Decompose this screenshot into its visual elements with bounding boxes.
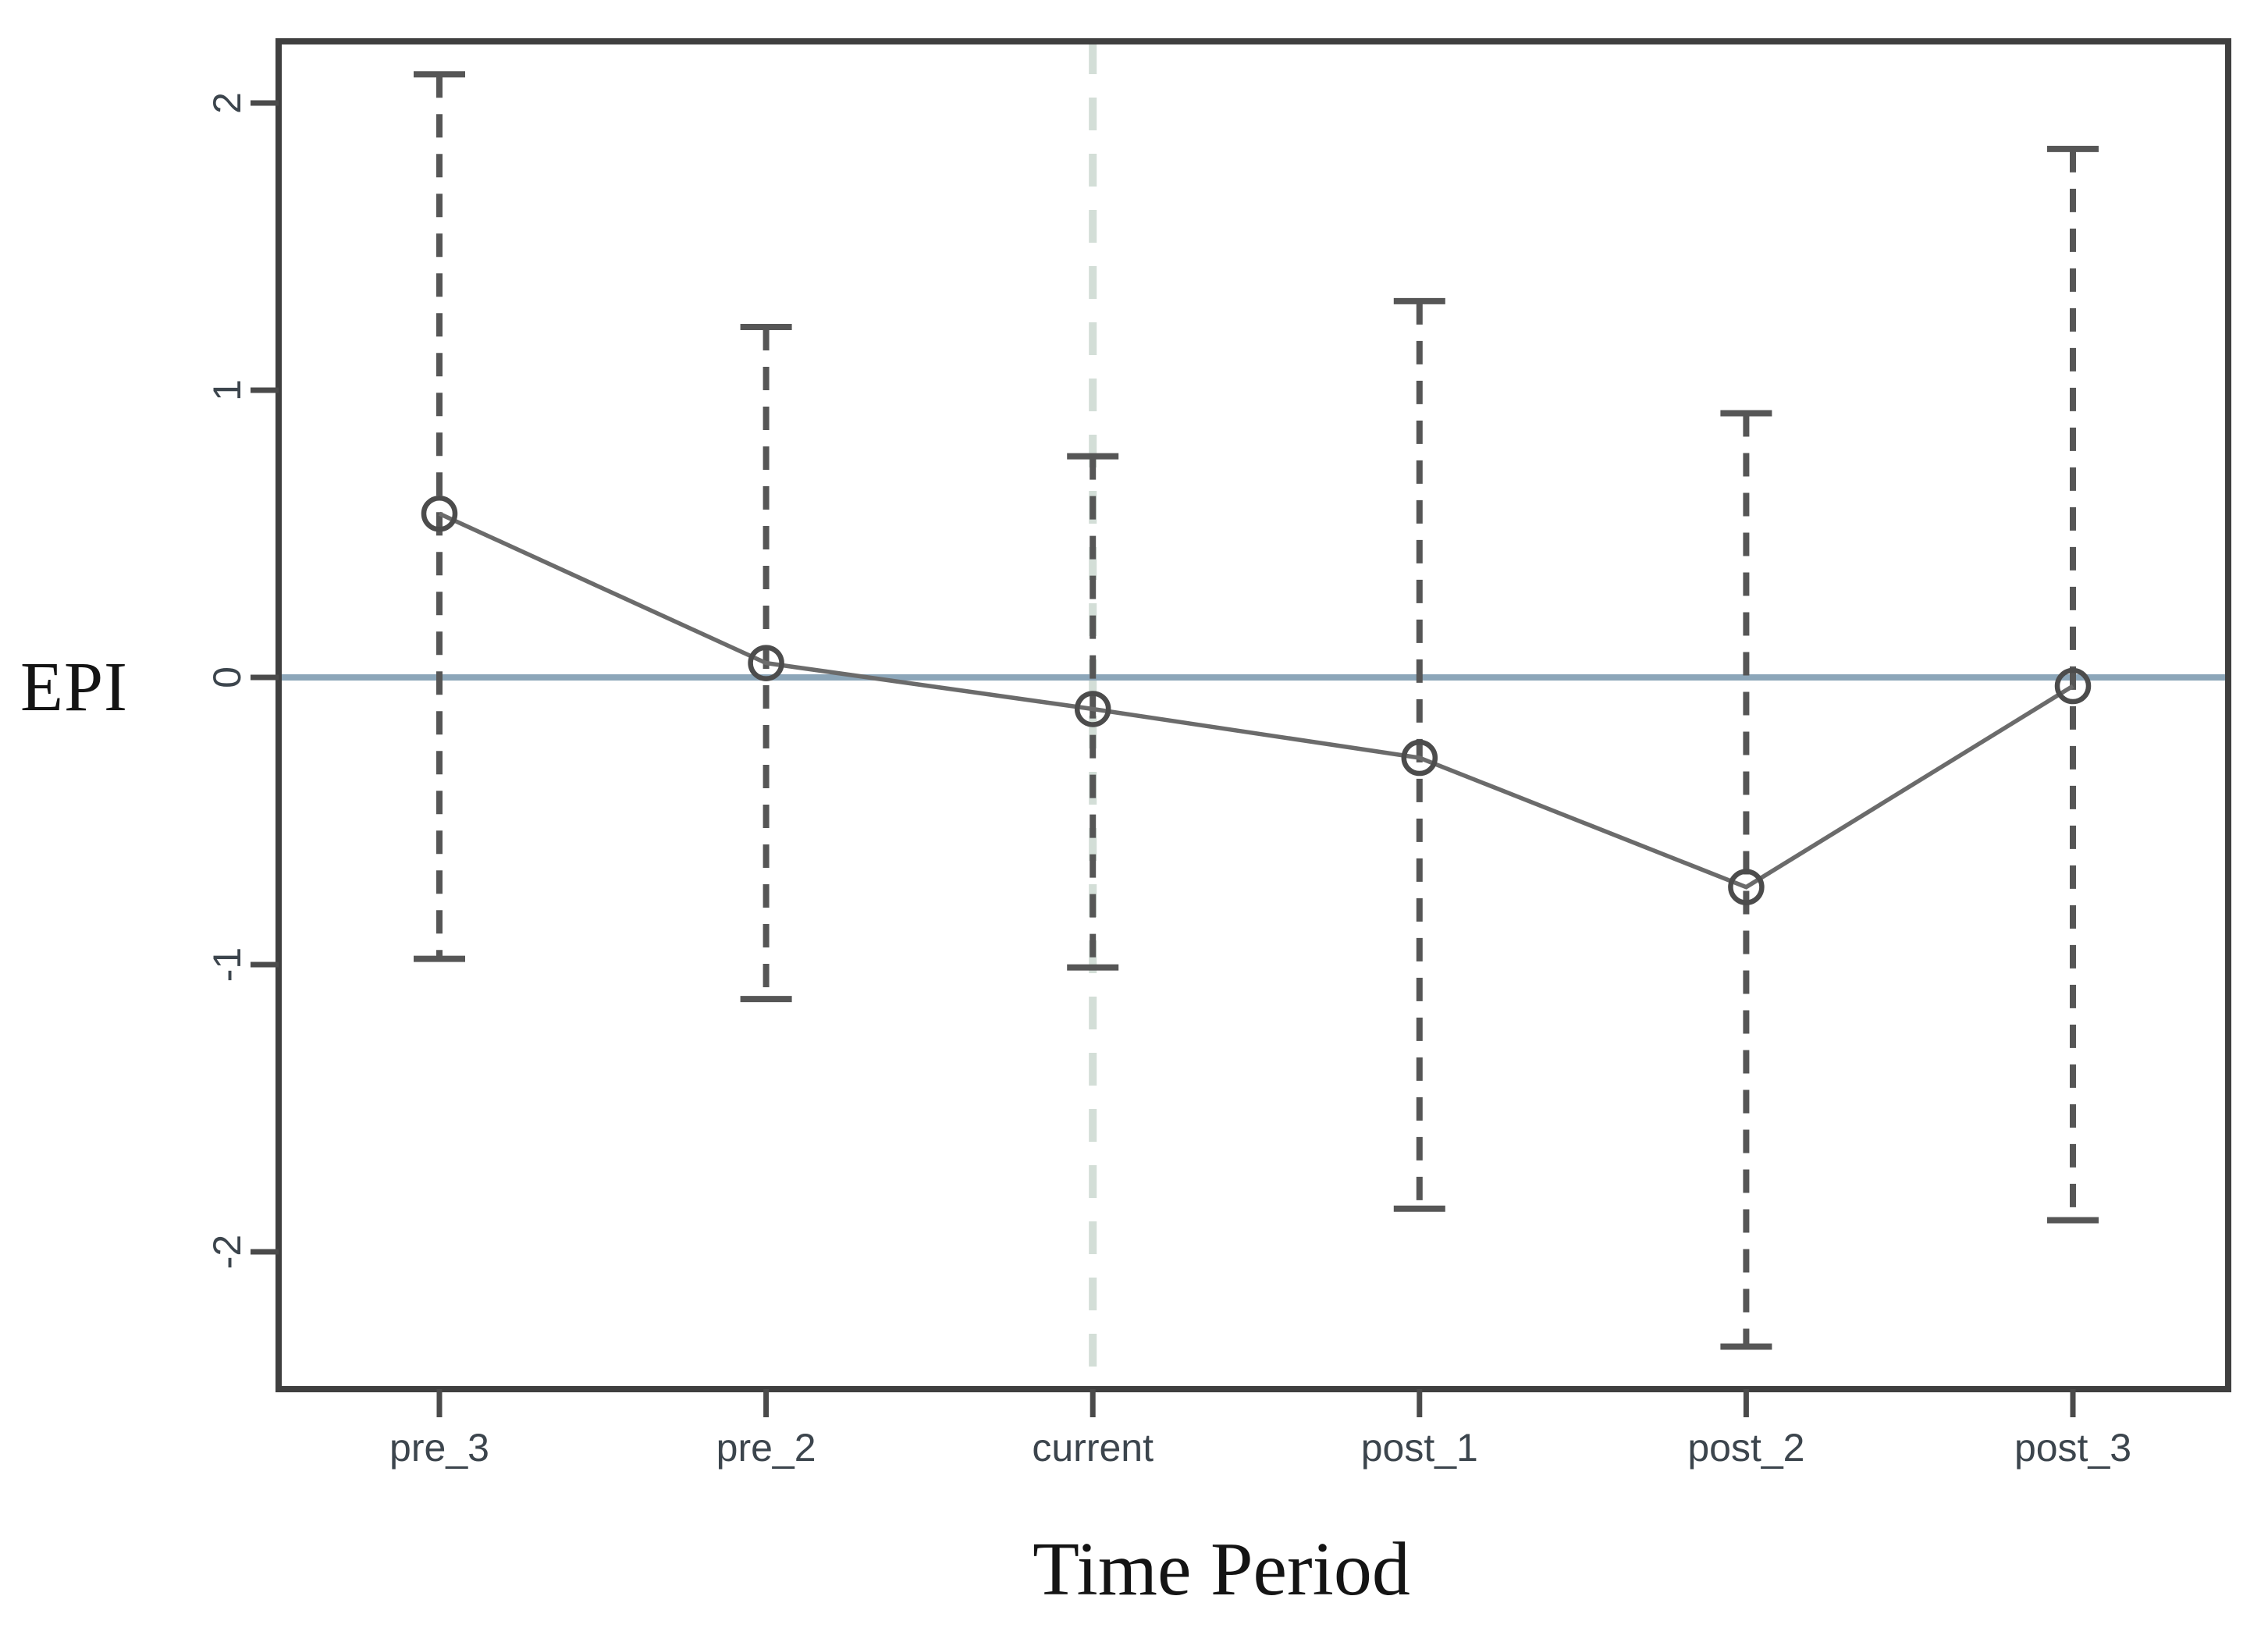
data-point-marker <box>748 645 784 681</box>
y-axis-tick-label: 1 <box>205 379 249 401</box>
y-axis-tick-label: -2 <box>205 1235 249 1269</box>
series-line <box>438 511 2074 890</box>
y-axis-tick-label: 0 <box>205 666 249 688</box>
x-axis-tick-label: post_1 <box>1361 1426 1478 1470</box>
x-axis-tick-label: current <box>1032 1426 1154 1470</box>
x-axis-title: Time Period <box>1033 1527 1410 1612</box>
y-axis-tick-label: -1 <box>205 947 249 982</box>
x-axis-tick-label: pre_2 <box>716 1426 816 1470</box>
x-axis-tick-label: pre_3 <box>389 1426 489 1470</box>
data-point-marker <box>1074 691 1111 727</box>
plot-frame <box>276 38 2231 1392</box>
x-axis-tick-label: post_2 <box>1687 1426 1804 1470</box>
data-point-marker <box>2054 667 2092 705</box>
data-point-marker <box>1401 739 1438 777</box>
x-axis-tick-label: post_3 <box>2014 1426 2131 1470</box>
y-axis-title: EPI <box>20 649 128 726</box>
y-axis-tick-label: 2 <box>205 92 249 114</box>
data-point-marker <box>1728 869 1765 905</box>
data-point-marker <box>421 495 458 532</box>
